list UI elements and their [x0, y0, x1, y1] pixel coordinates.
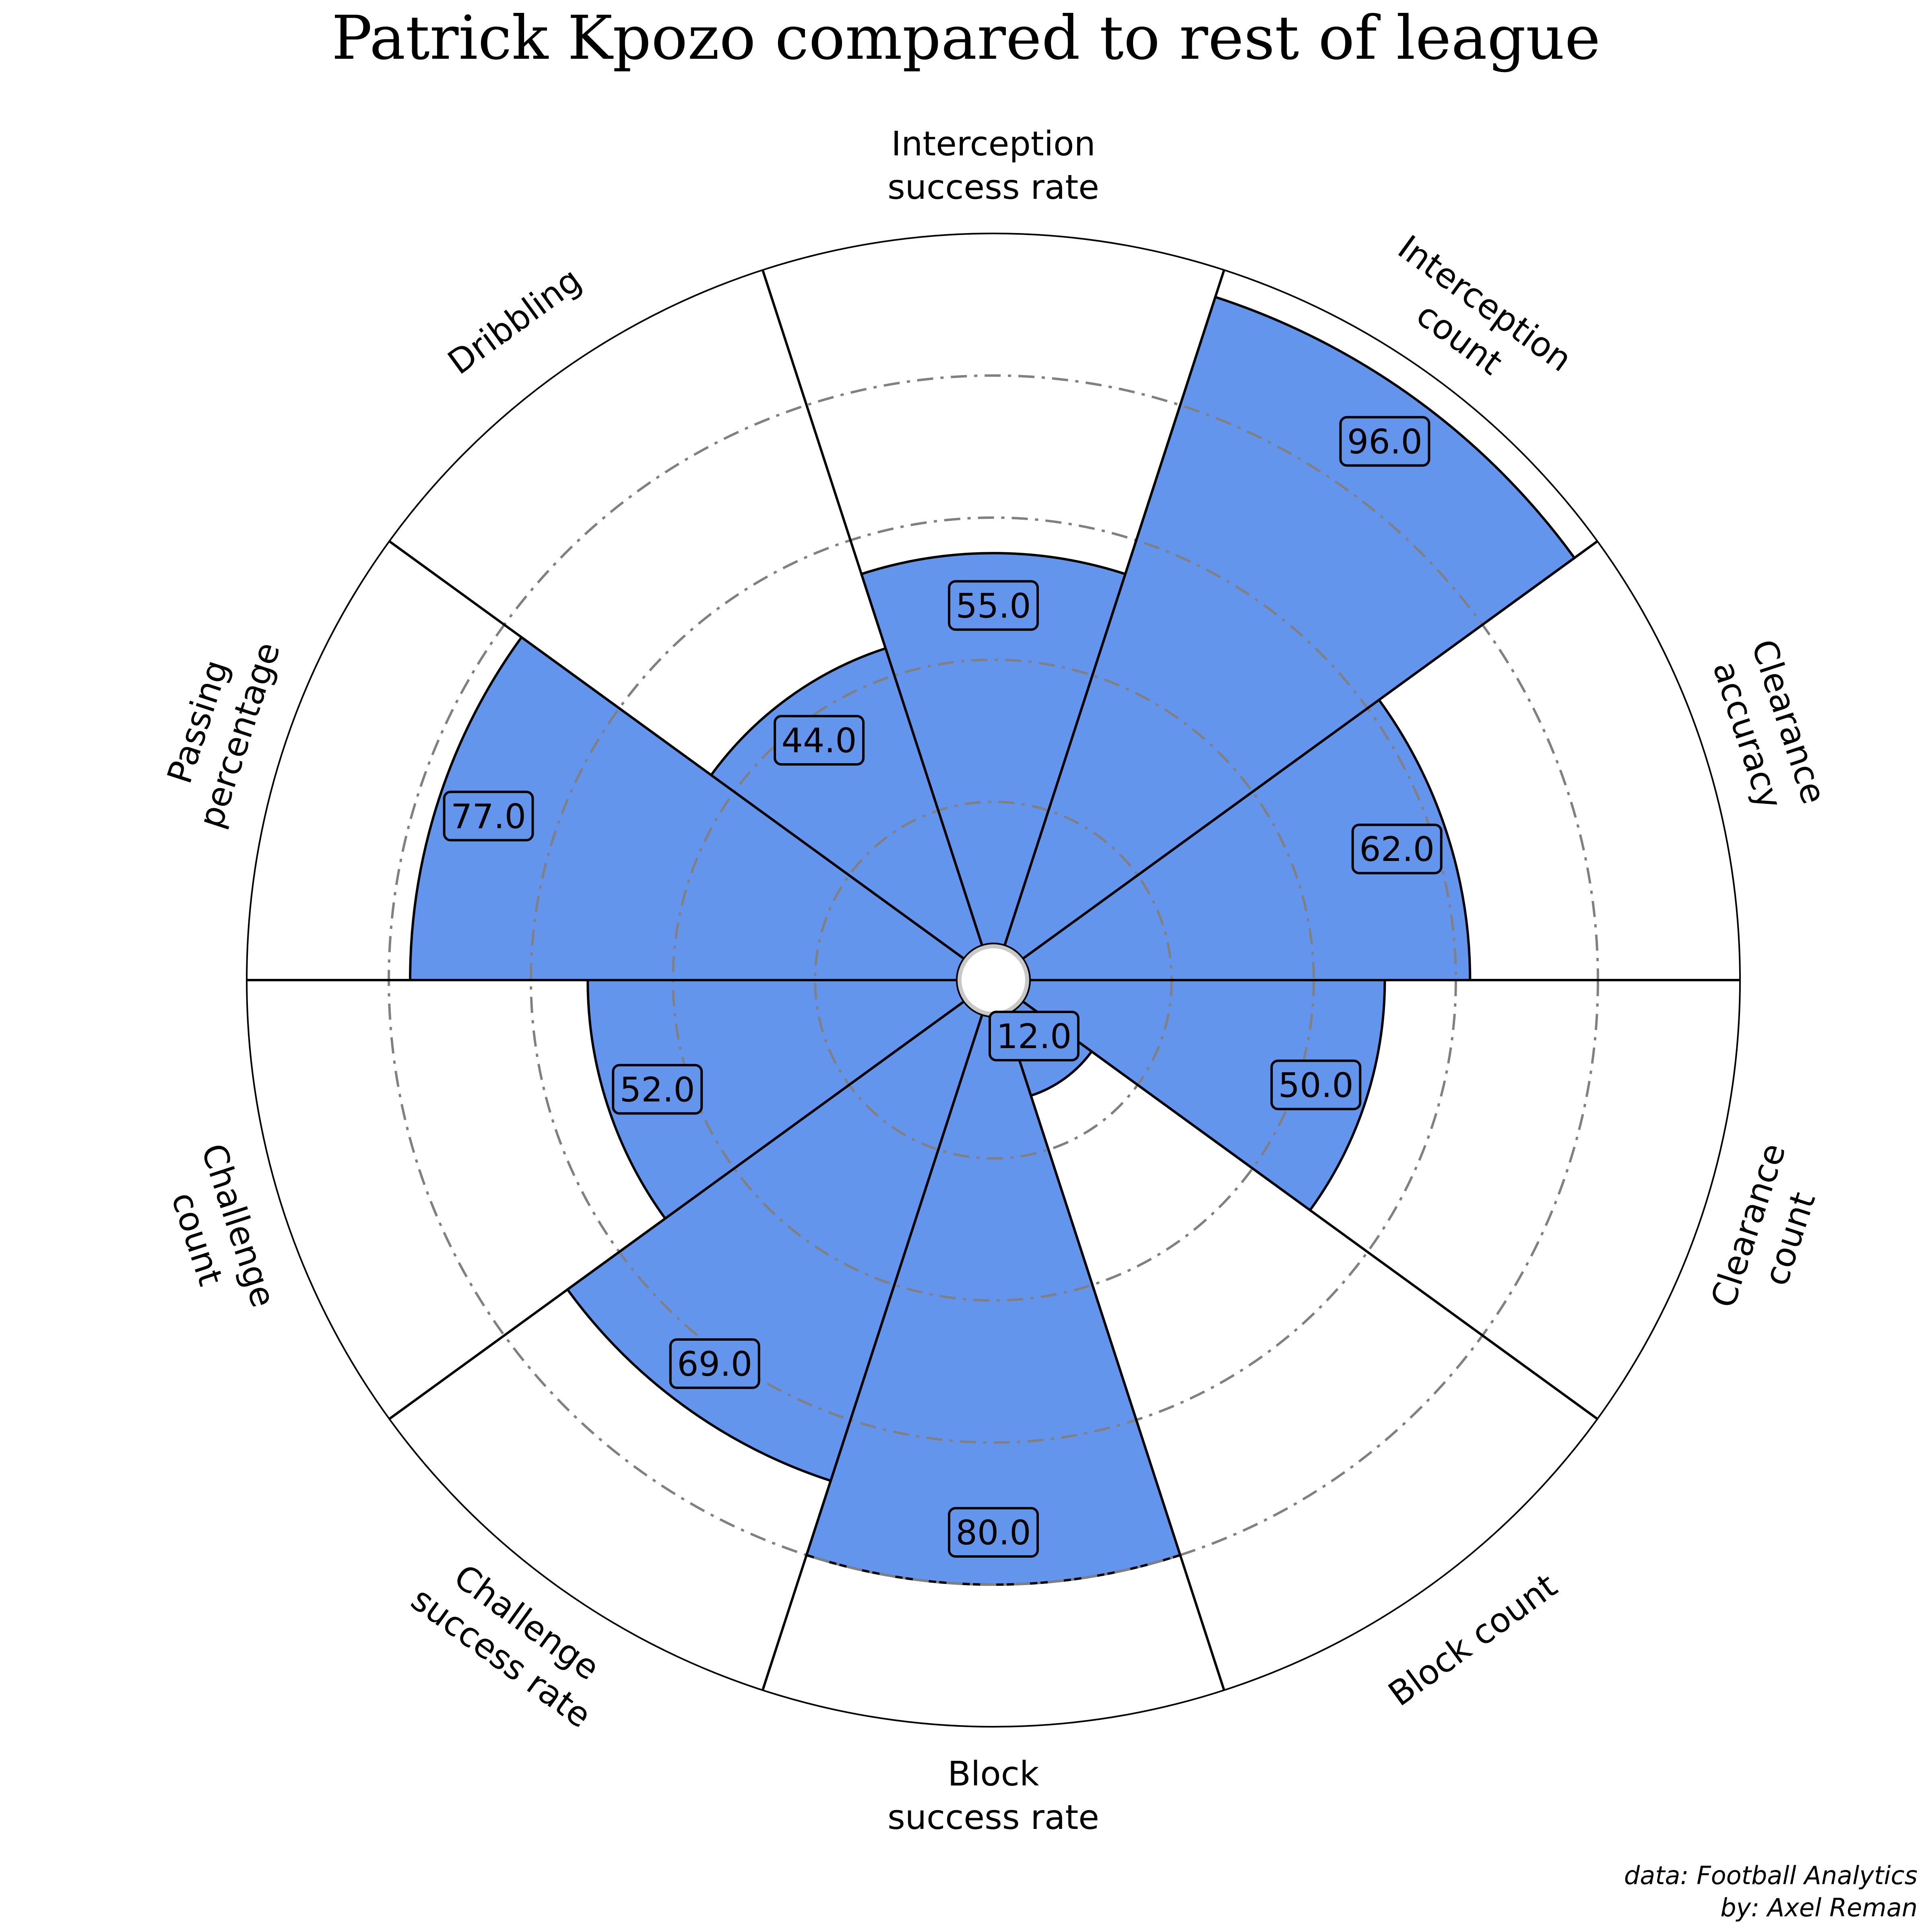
category-label-2: Clearanceaccuracy — [1703, 635, 1834, 822]
value-text-4: 12.0 — [996, 1017, 1071, 1056]
value-box-6 — [669, 1338, 760, 1389]
value-text-2: 62.0 — [1359, 830, 1435, 869]
outer-boundary — [246, 233, 1741, 1728]
segment-divider-5 — [761, 1014, 984, 1691]
value-box-4 — [988, 1010, 1080, 1061]
bar-1 — [1003, 295, 1576, 961]
value-label-2: 62.0 — [1351, 824, 1443, 875]
value-label-3: 50.0 — [1270, 1059, 1362, 1110]
value-text-0: 55.0 — [956, 586, 1031, 625]
value-label-1: 96.0 — [1339, 416, 1430, 467]
value-box-9 — [774, 715, 865, 766]
value-text-9: 44.0 — [782, 721, 857, 760]
value-box-3 — [1270, 1059, 1362, 1110]
segment-divider-6 — [388, 1000, 965, 1420]
category-label-3: Clearancecount — [1703, 1138, 1835, 1325]
category-label-5: Block success rate — [888, 1754, 1099, 1837]
value-text-8: 77.0 — [451, 797, 526, 836]
value-label-7: 52.0 — [612, 1064, 703, 1115]
credit-block: data: Football Analytics by: Axel Reman — [1624, 1860, 1918, 1924]
category-label-6: Challengesuccess rate — [404, 1544, 624, 1736]
bar-8 — [409, 636, 966, 981]
segment-divider-8 — [388, 540, 965, 960]
center-hole — [958, 944, 1029, 1016]
value-text-6: 69.0 — [677, 1344, 752, 1384]
category-label-4: Block count — [1381, 1566, 1564, 1714]
category-label-8: Passingpercentage — [149, 624, 288, 832]
value-text-1: 96.0 — [1347, 422, 1422, 462]
chart-title: Patrick Kpozo compared to rest of league — [331, 3, 1601, 73]
bar-7 — [586, 979, 966, 1220]
bar-2 — [1021, 698, 1472, 981]
author-credit: by: Axel Reman — [1720, 1893, 1918, 1922]
category-label-0: Interception success rate — [888, 124, 1099, 207]
segment-divider-3 — [1022, 1000, 1598, 1420]
value-text-3: 50.0 — [1278, 1065, 1354, 1105]
value-label-5: 80.0 — [948, 1507, 1039, 1558]
bar-0 — [860, 552, 1127, 947]
value-box-8 — [443, 791, 534, 842]
category-label-7: Challengecount — [152, 1139, 283, 1325]
value-label-8: 77.0 — [443, 791, 534, 842]
segment-divider-0 — [1003, 269, 1226, 946]
segment-divider-9 — [761, 269, 984, 946]
value-label-4: 12.0 — [988, 1010, 1080, 1061]
value-text-5: 80.0 — [956, 1513, 1031, 1552]
value-box-1 — [1339, 416, 1430, 467]
value-box-7 — [612, 1064, 703, 1115]
value-box-2 — [1351, 824, 1443, 875]
value-box-5 — [948, 1507, 1039, 1558]
data-source-credit: data: Football Analytics — [1624, 1861, 1918, 1890]
value-label-9: 44.0 — [774, 715, 865, 766]
value-label-0: 55.0 — [948, 580, 1039, 631]
segment-divider-4 — [1003, 1014, 1226, 1691]
value-box-0 — [948, 580, 1039, 631]
value-text-7: 52.0 — [620, 1070, 695, 1109]
segment-divider-1 — [1022, 540, 1598, 960]
bar-3 — [1021, 979, 1386, 1212]
value-label-6: 69.0 — [669, 1338, 760, 1389]
category-label-9: Dribbling — [441, 260, 588, 382]
